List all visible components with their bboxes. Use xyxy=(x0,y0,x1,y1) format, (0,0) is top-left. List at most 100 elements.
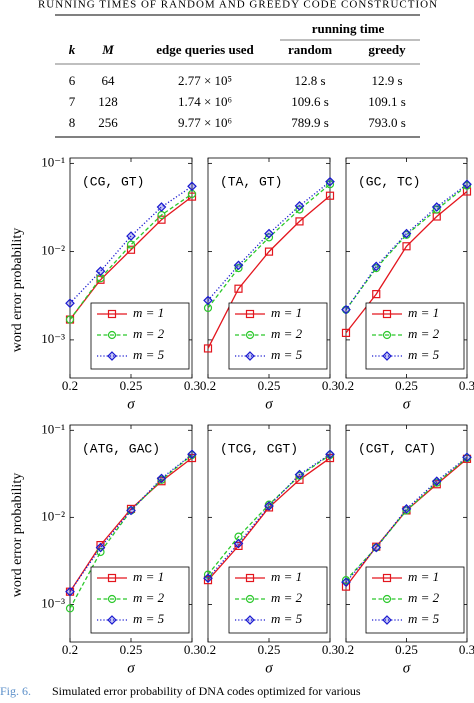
legend-marker xyxy=(245,330,255,340)
legend-marker xyxy=(382,573,392,583)
marker-square xyxy=(126,245,136,254)
x-tick-label: 0.3 xyxy=(459,642,474,657)
chart: 0.2 0.25 0.3 σ (GC, TC) m = 1 m = 2 m = 5 xyxy=(338,157,474,412)
table-cell: 64 xyxy=(102,73,116,88)
marker-circle xyxy=(157,475,166,484)
marker-square xyxy=(402,242,411,251)
legend-label: m = 5 xyxy=(133,611,165,626)
group-header: running time xyxy=(312,21,385,36)
y-tick-label: 10⁻² xyxy=(41,508,65,523)
x-tick-label: 0.25 xyxy=(395,642,418,657)
table-cell: 793.0 s xyxy=(368,115,406,130)
legend-label: m = 5 xyxy=(271,347,303,362)
annotation: (GC, TC) xyxy=(358,174,420,189)
marker-circle xyxy=(432,478,441,487)
marker-diamond xyxy=(95,266,106,277)
legend-label: m = 2 xyxy=(408,590,440,605)
x-tick-label: 0.2 xyxy=(62,642,78,657)
marker-diamond xyxy=(401,228,412,239)
marker-diamond xyxy=(294,201,305,211)
x-tick-label: 0.25 xyxy=(258,378,281,393)
table-cell: 256 xyxy=(98,115,118,130)
series-line xyxy=(345,457,468,581)
legend-marker xyxy=(107,594,117,604)
legend-label: m = 1 xyxy=(271,569,302,584)
marker-diamond xyxy=(203,573,213,584)
y-axis-label: word error probability xyxy=(10,228,25,352)
chart: 0.2 0.25 0.3 σ (CGT, CAT) m = 1 m = 2 m = 5 xyxy=(338,424,474,676)
y-tick-label: 10⁻³ xyxy=(41,595,65,610)
marker-diamond xyxy=(65,298,75,309)
figure-label: Fig. 6. xyxy=(0,684,31,698)
marker-circle xyxy=(325,180,335,189)
marker-square xyxy=(372,290,381,299)
series-line xyxy=(69,196,193,320)
marker-diamond xyxy=(95,542,106,553)
legend-marker xyxy=(107,309,117,319)
marker-diamond xyxy=(401,504,412,514)
series-line xyxy=(69,193,193,320)
table-header: greedy xyxy=(368,42,406,57)
legend-label: m = 5 xyxy=(271,611,303,626)
table-cell: 109.6 s xyxy=(291,94,329,109)
table-cell: 9.77 × 10⁶ xyxy=(178,115,232,130)
marker-square xyxy=(203,344,213,353)
table-cell: 1.74 × 10⁶ xyxy=(178,94,232,109)
marker-diamond xyxy=(233,538,244,549)
legend-marker xyxy=(107,351,117,361)
legend-marker xyxy=(107,330,117,340)
x-axis-label: σ xyxy=(265,660,273,676)
legend-marker xyxy=(245,594,255,604)
table-caption: RUNNING TIMES OF RANDOM AND GREEDY CODE … xyxy=(38,0,438,11)
x-axis-label: σ xyxy=(265,396,273,412)
legend-label: m = 1 xyxy=(133,569,164,584)
x-tick-label: 0.3 xyxy=(459,378,474,393)
marker-diamond xyxy=(187,181,197,192)
series-line xyxy=(69,185,193,304)
series-line xyxy=(69,457,193,593)
chart: 0.2 0.25 0.3 σ (TCG, CGT) m = 1 m = 2 m = 5 xyxy=(200,424,338,676)
table-cell: 12.9 s xyxy=(371,73,402,88)
marker-square xyxy=(325,191,335,200)
marker-diamond xyxy=(126,231,136,241)
annotation: (CG, GT) xyxy=(82,174,144,189)
marker-diamond xyxy=(156,473,167,484)
marker-diamond xyxy=(126,505,136,516)
marker-diamond xyxy=(65,586,75,597)
legend-marker xyxy=(382,615,392,625)
chart: 10⁻³ 10⁻² 10⁻¹ 0.2 0.25 0.3 σ (ATG, GAC) m = 1 m … xyxy=(41,421,200,676)
y-tick-label: 10⁻¹ xyxy=(41,421,65,436)
marker-diamond xyxy=(341,304,351,315)
series-line xyxy=(69,453,193,593)
marker-circle xyxy=(65,604,75,613)
legend-label: m = 2 xyxy=(133,326,165,341)
marker-square xyxy=(234,541,243,550)
marker-diamond xyxy=(341,577,351,588)
x-tick-label: 0.25 xyxy=(258,642,281,657)
legend-marker xyxy=(245,309,255,319)
legend-marker xyxy=(382,330,392,340)
x-tick-label: 0.25 xyxy=(395,378,418,393)
marker-diamond xyxy=(156,202,167,212)
series-line xyxy=(345,185,468,311)
legend-label: m = 5 xyxy=(408,347,440,362)
table-cell: 7 xyxy=(69,94,76,109)
legend-marker xyxy=(107,615,117,625)
series-line xyxy=(207,454,331,576)
marker-diamond xyxy=(325,176,335,187)
x-tick-label: 0.2 xyxy=(338,378,354,393)
chart: 10⁻³ 10⁻² 10⁻¹ 0.2 0.25 0.3 σ (CG, GT) m = 1 m = … xyxy=(41,154,200,412)
x-tick-label: 0.25 xyxy=(120,378,143,393)
marker-diamond xyxy=(431,202,442,212)
marker-diamond xyxy=(462,179,472,190)
series-line xyxy=(207,457,331,581)
x-axis-label: σ xyxy=(127,660,135,676)
chart: 0.2 0.25 0.3 σ (TA, GT) m = 1 m = 2 m = 5 xyxy=(200,157,338,412)
marker-square xyxy=(295,475,304,484)
marker-circle xyxy=(65,315,75,324)
x-tick-label: 0.3 xyxy=(184,642,200,657)
annotation: (CGT, CAT) xyxy=(358,441,436,456)
table-cell: 2.77 × 10⁵ xyxy=(178,73,232,88)
marker-diamond xyxy=(294,469,305,480)
y-axis-label: word error probability xyxy=(10,473,25,597)
